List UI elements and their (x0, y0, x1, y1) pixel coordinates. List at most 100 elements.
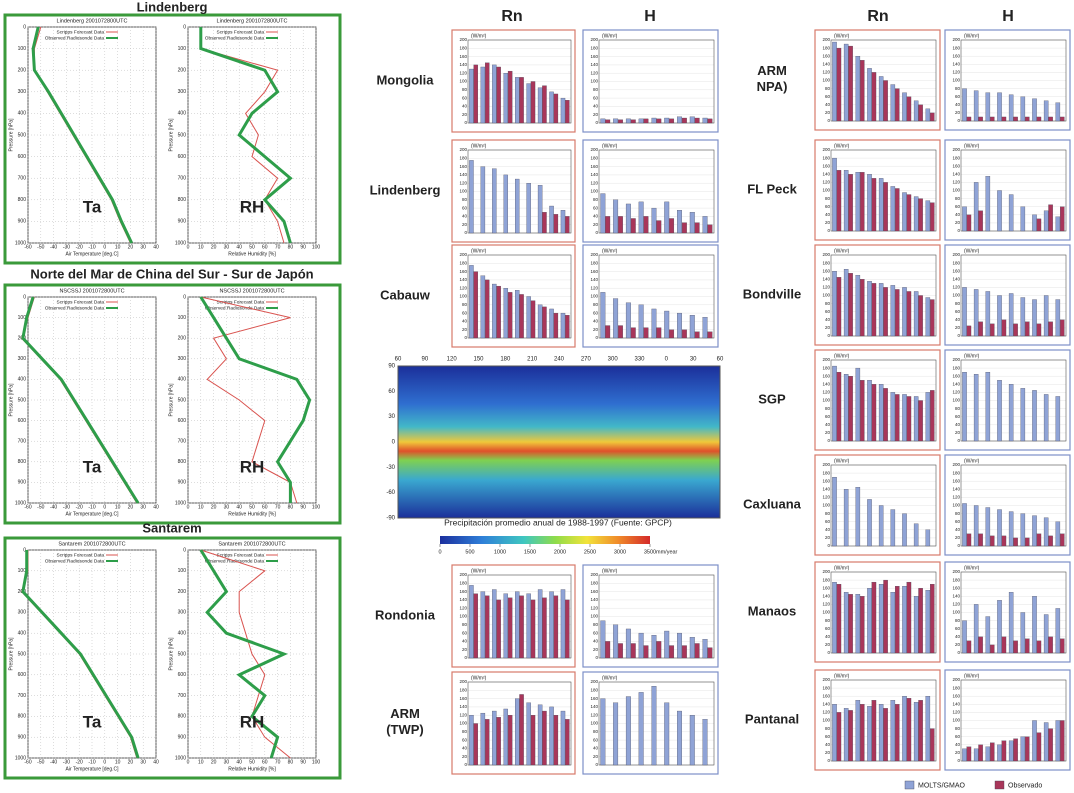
lat-tick-label: 90 (388, 364, 395, 370)
x-tick-label: 20 (211, 244, 217, 250)
bar (879, 178, 883, 231)
bar (926, 109, 930, 121)
y-tick-label: 40 (825, 212, 831, 217)
bar (554, 715, 558, 765)
y-tick-label: 200 (822, 147, 830, 152)
bar (690, 715, 695, 765)
bar (669, 646, 674, 658)
y-tick-label: 700 (178, 176, 187, 182)
bar (703, 216, 708, 233)
bar (504, 288, 508, 338)
y-tick-label: 40 (825, 634, 831, 639)
y-tick-label: 180 (590, 260, 598, 265)
bar (867, 706, 871, 761)
bar (1044, 394, 1048, 441)
bar (695, 643, 700, 658)
x-tick-label: 10 (198, 244, 204, 250)
y-tick-label: 200 (822, 677, 830, 682)
bar (974, 506, 978, 547)
bar (504, 594, 508, 658)
y-tick-label: 80 (462, 197, 468, 202)
colorbar-tick-label: 1000 (494, 549, 506, 555)
y-tick-label: 40 (462, 104, 468, 109)
unit-label: (W/m²) (834, 673, 850, 679)
y-tick-label: 120 (822, 602, 830, 607)
bar (504, 175, 508, 233)
y-tick-label: 300 (178, 610, 187, 616)
x-tick-label: -10 (88, 759, 95, 765)
bar (542, 212, 546, 233)
y-tick-label: 140 (952, 171, 960, 176)
y-tick-label: 160 (822, 53, 830, 58)
bar (690, 315, 695, 338)
y-tick-label: 120 (590, 605, 598, 610)
y-tick-label: 800 (18, 197, 27, 203)
bar (652, 118, 657, 123)
bar (508, 292, 512, 338)
y-tick-label: 20 (462, 647, 468, 652)
bar (613, 299, 618, 338)
bar (1009, 512, 1013, 546)
bar (565, 719, 569, 765)
bar (997, 600, 1001, 653)
y-tick-label: 60 (955, 734, 961, 739)
bar (837, 277, 841, 336)
bar (1037, 534, 1041, 546)
y-tick-label: 120 (590, 180, 598, 185)
bar (990, 743, 994, 761)
x-tick-label: 20 (211, 759, 217, 765)
bar (538, 305, 542, 338)
bar (605, 120, 610, 123)
y-tick-label: 20 (593, 222, 599, 227)
bar (1014, 641, 1018, 653)
y-tick-label: 120 (459, 180, 467, 185)
bar (682, 330, 687, 338)
y-tick-label: 120 (952, 285, 960, 290)
y-tick-label: 200 (178, 589, 187, 595)
bar (538, 185, 542, 233)
y-axis-label: Pressure [hPa] (8, 118, 14, 152)
legend-label: Observed Radiosonde Data (45, 35, 105, 41)
station-label: Manaos (748, 603, 796, 618)
y-tick-label: 160 (590, 54, 598, 59)
x-tick-label: 80 (288, 504, 294, 510)
x-axis-label: Relative Humidity [%] (228, 251, 276, 257)
unit-label: (W/m²) (964, 33, 980, 39)
y-tick-label: 120 (590, 70, 598, 75)
bar (639, 305, 644, 338)
bar (677, 117, 682, 123)
bar (664, 703, 669, 765)
x-tick-label: 70 (275, 244, 281, 250)
y-tick-label: 140 (952, 593, 960, 598)
x-tick-label: -40 (50, 244, 57, 250)
lon-tick-label: 60 (717, 357, 724, 363)
y-tick-label: 160 (952, 53, 960, 58)
y-tick-label: 100 (822, 503, 830, 508)
y-tick-label: 900 (178, 219, 187, 225)
x-tick-label: 0 (187, 244, 190, 250)
bar (979, 211, 983, 231)
bar (554, 214, 558, 233)
y-tick-label: 60 (955, 414, 961, 419)
y-tick-label: 400 (18, 631, 27, 637)
bar (832, 158, 836, 231)
y-tick-label: 80 (462, 87, 468, 92)
y-tick-label: 80 (825, 86, 831, 91)
y-tick-label: 60 (825, 204, 831, 209)
precipitation-map (398, 366, 720, 518)
bar (639, 692, 644, 765)
bar (997, 380, 1001, 441)
bar (708, 225, 713, 233)
y-tick-label: 200 (952, 252, 960, 257)
y-axis-label: Pressure [hPa] (168, 118, 174, 152)
y-tick-label: 200 (822, 252, 830, 257)
bar (1037, 641, 1041, 653)
y-tick-label: 120 (459, 70, 467, 75)
bar (492, 711, 496, 765)
bar (849, 174, 853, 231)
bar (469, 585, 473, 658)
y-tick-label: 140 (822, 61, 830, 66)
bar (879, 283, 883, 336)
legend-label: Scripps Forecast Data (217, 29, 265, 35)
x-tick-label: -50 (37, 759, 44, 765)
